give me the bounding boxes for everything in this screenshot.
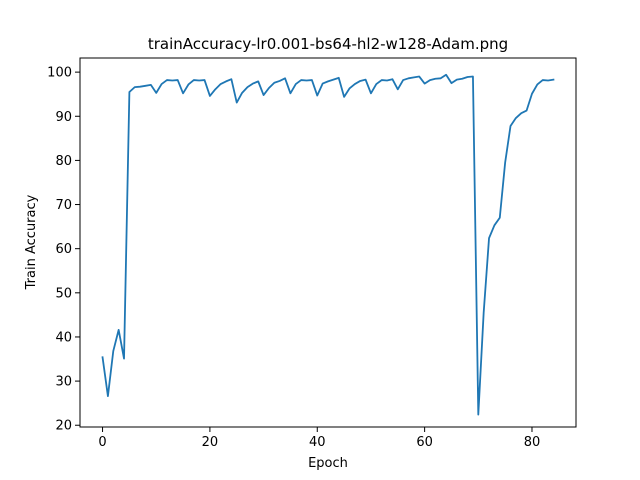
y-tick-label-80: 80	[55, 154, 72, 169]
x-tick-label-40: 40	[309, 435, 326, 450]
y-tick-label-60: 60	[55, 242, 72, 257]
axes-frame	[79, 57, 577, 428]
y-tick-label-90: 90	[55, 110, 72, 125]
x-tick-label-0: 0	[98, 435, 106, 450]
y-tick-label-50: 50	[55, 286, 72, 301]
x-tick-label-20: 20	[202, 435, 219, 450]
x-tick-label-80: 80	[524, 435, 541, 450]
y-tick-label-70: 70	[55, 198, 72, 213]
plot-area: 0 20 40 60 80 20 30 40 50 60 70 80 90 100	[47, 57, 577, 450]
chart-title: trainAccuracy-lr0.001-bs64-hl2-w128-Adam…	[148, 35, 508, 53]
series-line-0	[101, 73, 555, 416]
y-tick-label-100: 100	[47, 66, 72, 81]
x-axis-label: Epoch	[308, 456, 348, 471]
y-tick-label-40: 40	[55, 330, 72, 345]
y-tick-label-20: 20	[55, 419, 72, 434]
y-axis-label: Train Accuracy	[24, 194, 39, 290]
y-tick-label-30: 30	[55, 375, 72, 390]
x-tick-label-60: 60	[416, 435, 433, 450]
